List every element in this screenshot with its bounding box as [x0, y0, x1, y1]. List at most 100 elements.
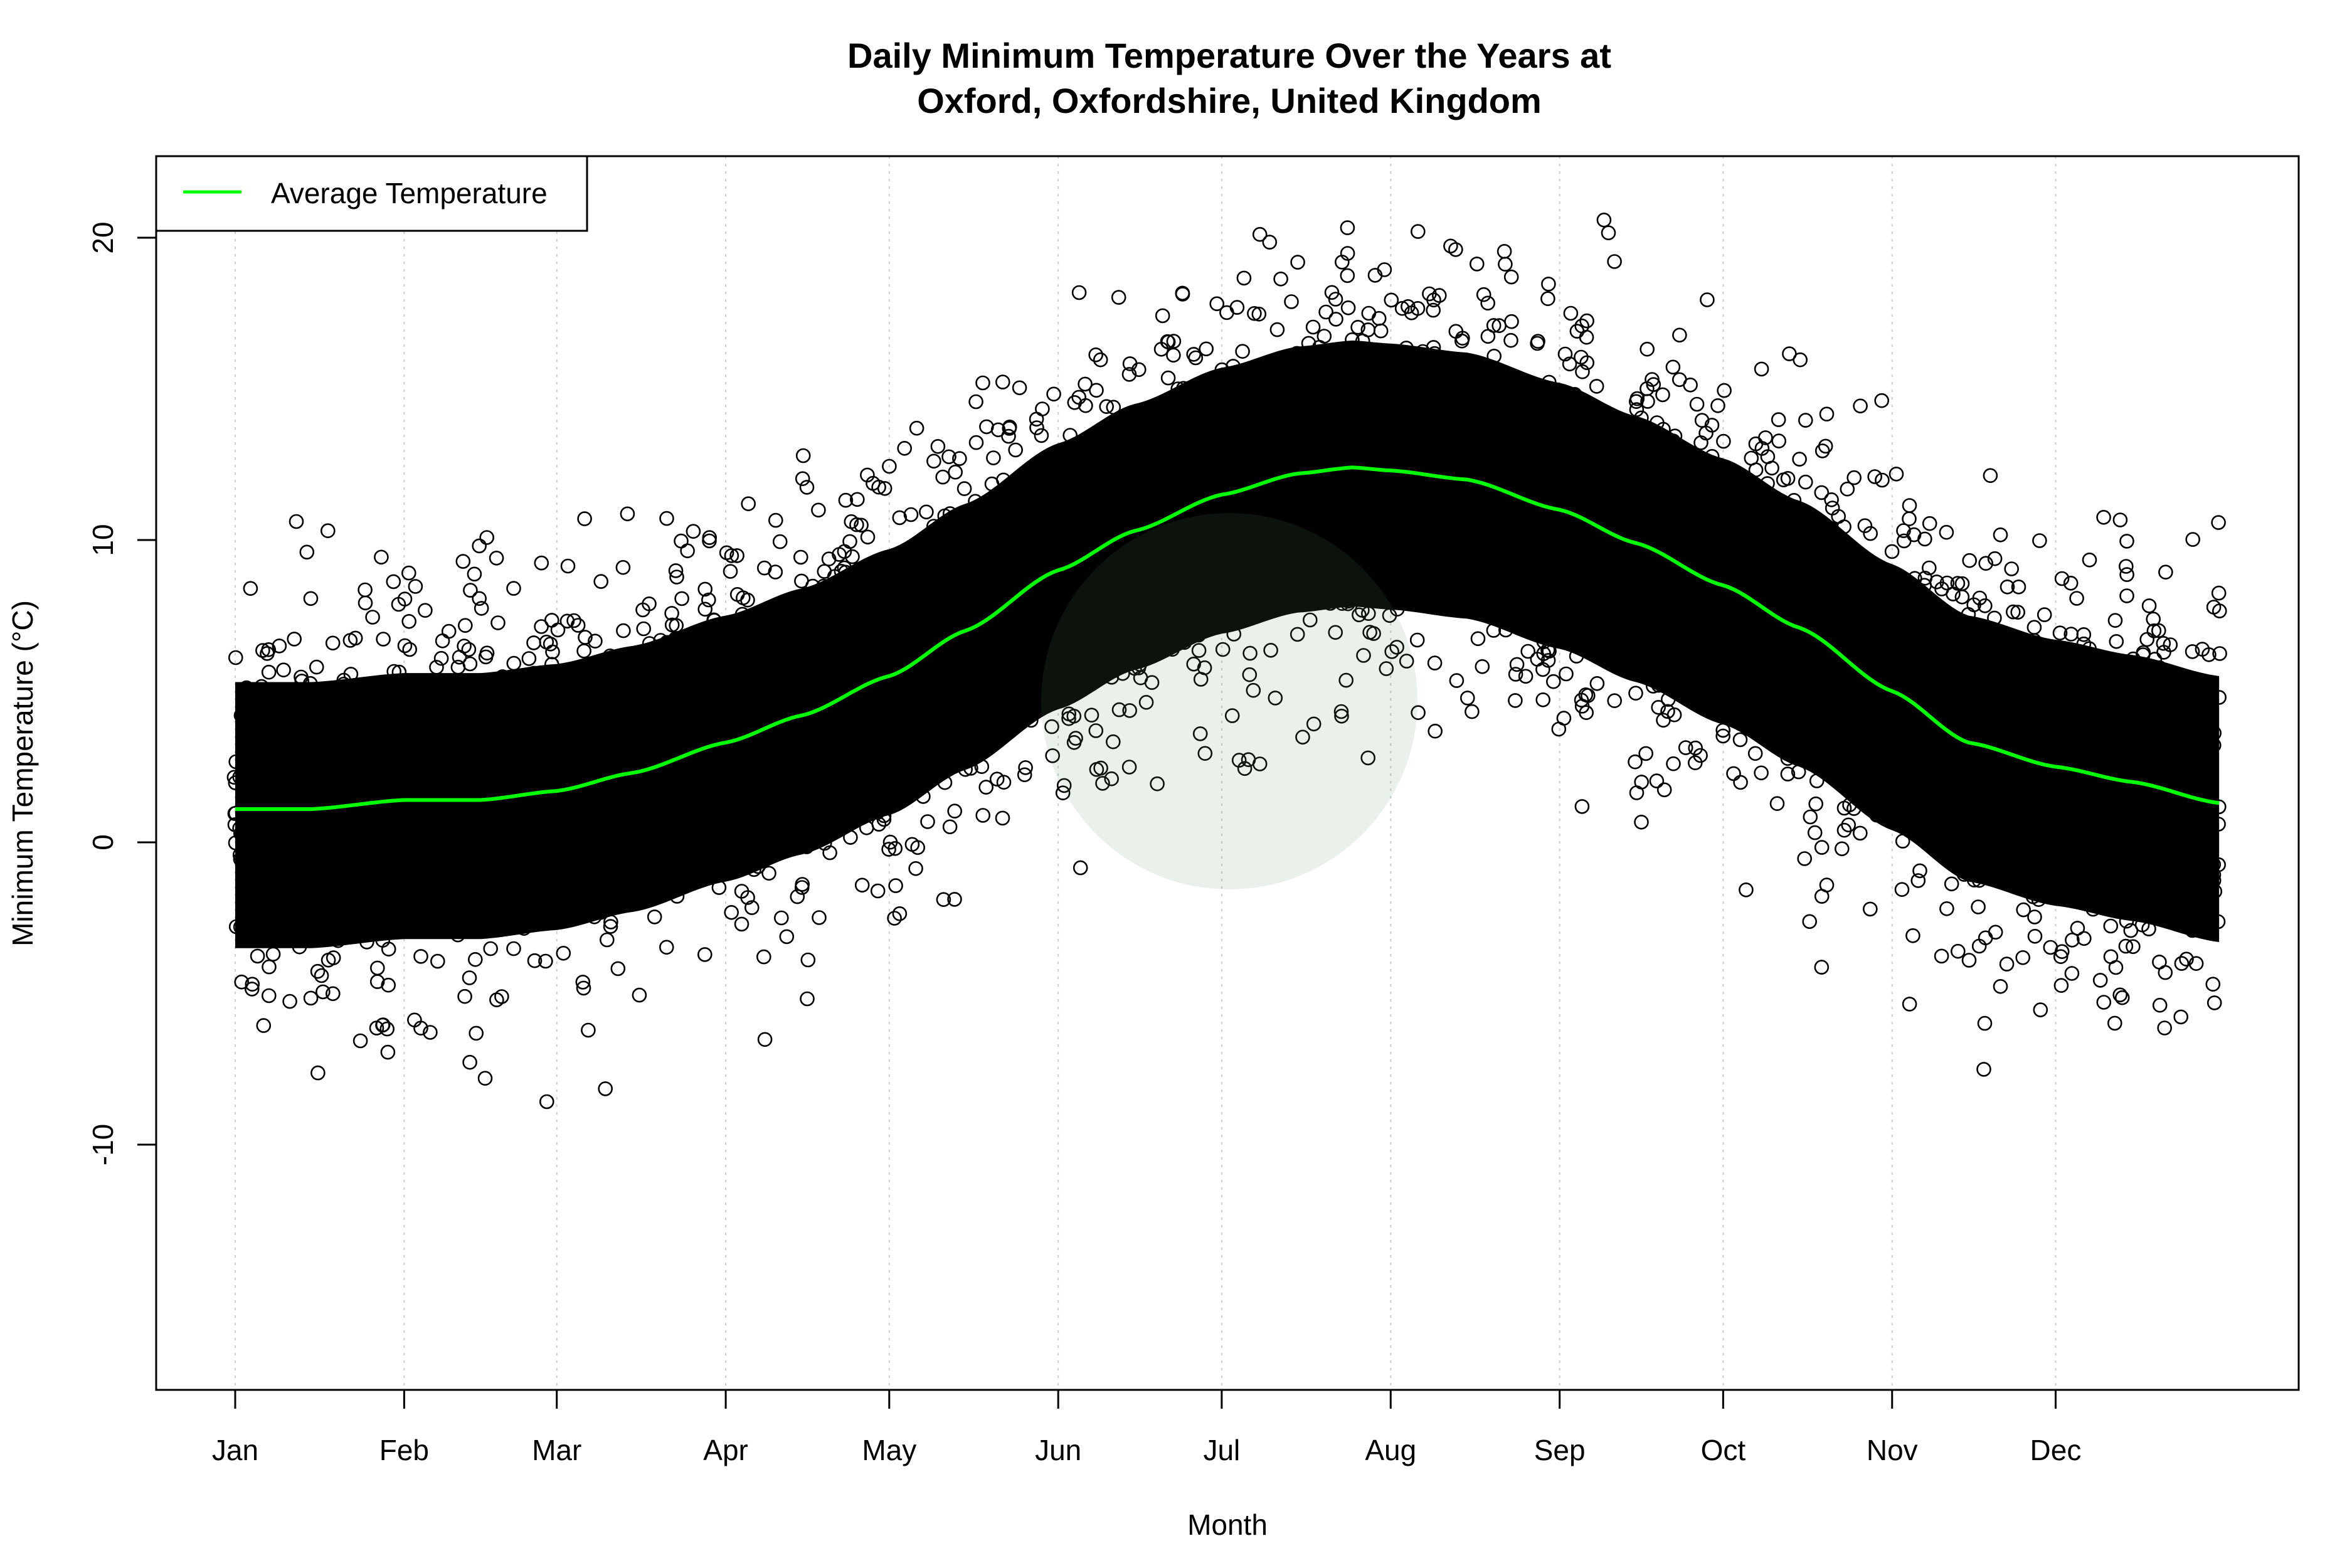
- data-point: [1574, 799, 1590, 814]
- data-point: [1284, 294, 1299, 309]
- data-point: [2082, 552, 2097, 568]
- data-point: [659, 511, 674, 526]
- data-point: [1666, 707, 1682, 723]
- data-point: [1088, 347, 1103, 363]
- data-point: [2107, 1015, 2122, 1031]
- data-point: [2118, 938, 2134, 954]
- data-point: [347, 630, 363, 646]
- data-point: [1954, 576, 1970, 591]
- data-point: [1508, 667, 1523, 682]
- data-point: [575, 975, 591, 990]
- data-point: [1268, 691, 1283, 706]
- data-point: [1066, 709, 1082, 724]
- data-point: [1160, 370, 1176, 386]
- data-point: [1269, 322, 1285, 337]
- data-point: [1814, 443, 1830, 458]
- data-point: [1411, 224, 1426, 239]
- data-point: [478, 649, 494, 665]
- data-point: [234, 974, 250, 990]
- watermark-logo-icon: [1041, 513, 1417, 889]
- data-point: [588, 633, 603, 649]
- data-point: [1780, 470, 1796, 486]
- data-point: [2032, 533, 2047, 548]
- data-point: [744, 900, 760, 915]
- data-point: [897, 440, 912, 456]
- data-point: [2103, 918, 2119, 934]
- data-point: [842, 534, 857, 549]
- data-point: [374, 549, 389, 565]
- data-point: [1356, 648, 1371, 663]
- data-point: [1236, 270, 1252, 286]
- data-point: [1857, 518, 1873, 534]
- data-point: [1328, 312, 1343, 327]
- data-point: [381, 941, 396, 956]
- data-point: [1366, 626, 1381, 641]
- data-point: [303, 591, 319, 607]
- data-point: [599, 932, 615, 948]
- data-point: [461, 642, 477, 657]
- data-point: [1540, 291, 1555, 307]
- data-point: [1095, 776, 1110, 791]
- data-point: [1818, 438, 1833, 454]
- data-point: [887, 841, 903, 856]
- data-point: [1045, 748, 1060, 763]
- x-tick-label: May: [862, 1434, 916, 1466]
- y-axis: -10 0 10 20: [87, 221, 157, 1165]
- data-point: [968, 394, 983, 410]
- data-point: [935, 469, 950, 485]
- data-point: [1840, 481, 1855, 497]
- data-point: [1394, 300, 1410, 316]
- data-point: [1379, 661, 1394, 676]
- data-point: [1950, 576, 1966, 591]
- data-point: [854, 517, 869, 533]
- data-point: [1460, 691, 1475, 706]
- y-tick-label: 0: [87, 834, 119, 850]
- data-point: [441, 623, 457, 639]
- data-point: [822, 845, 837, 861]
- x-tick-label: Jul: [1203, 1434, 1240, 1466]
- data-point: [892, 906, 908, 921]
- data-point: [795, 448, 811, 464]
- data-point: [1987, 551, 2003, 566]
- data-point: [413, 949, 428, 964]
- data-point: [544, 613, 559, 628]
- data-point: [2173, 1009, 2188, 1025]
- data-point: [483, 941, 499, 956]
- data-point: [1262, 235, 1278, 250]
- data-point: [723, 564, 738, 579]
- data-point: [1579, 329, 1594, 345]
- data-point: [610, 961, 626, 977]
- data-point: [534, 619, 549, 634]
- data-point: [310, 963, 326, 979]
- data-point: [697, 581, 712, 597]
- data-point: [550, 622, 566, 638]
- data-point: [1656, 782, 1672, 798]
- data-point: [1780, 766, 1796, 781]
- data-point: [860, 529, 876, 545]
- data-point: [287, 632, 302, 647]
- data-point: [413, 1020, 428, 1036]
- data-point: [1649, 773, 1665, 788]
- data-point: [1029, 420, 1044, 435]
- data-point: [2108, 960, 2124, 975]
- data-point: [1710, 398, 1725, 413]
- data-point: [1104, 771, 1119, 787]
- data-point: [936, 892, 951, 907]
- data-point: [616, 623, 631, 638]
- data-point: [2185, 532, 2200, 547]
- y-tick-label: 10: [87, 524, 119, 556]
- data-point: [647, 909, 662, 924]
- data-point: [1073, 860, 1088, 876]
- data-point: [2112, 512, 2128, 527]
- data-point: [952, 451, 967, 466]
- data-point: [1853, 825, 1868, 841]
- data-point: [812, 910, 827, 925]
- data-point: [986, 450, 1001, 465]
- x-tick-label: Feb: [379, 1434, 429, 1466]
- data-point: [1666, 756, 1681, 771]
- data-point: [260, 646, 275, 661]
- data-point: [811, 502, 826, 518]
- data-point: [2119, 567, 2134, 582]
- data-point: [1131, 362, 1147, 378]
- data-point: [2070, 921, 2085, 936]
